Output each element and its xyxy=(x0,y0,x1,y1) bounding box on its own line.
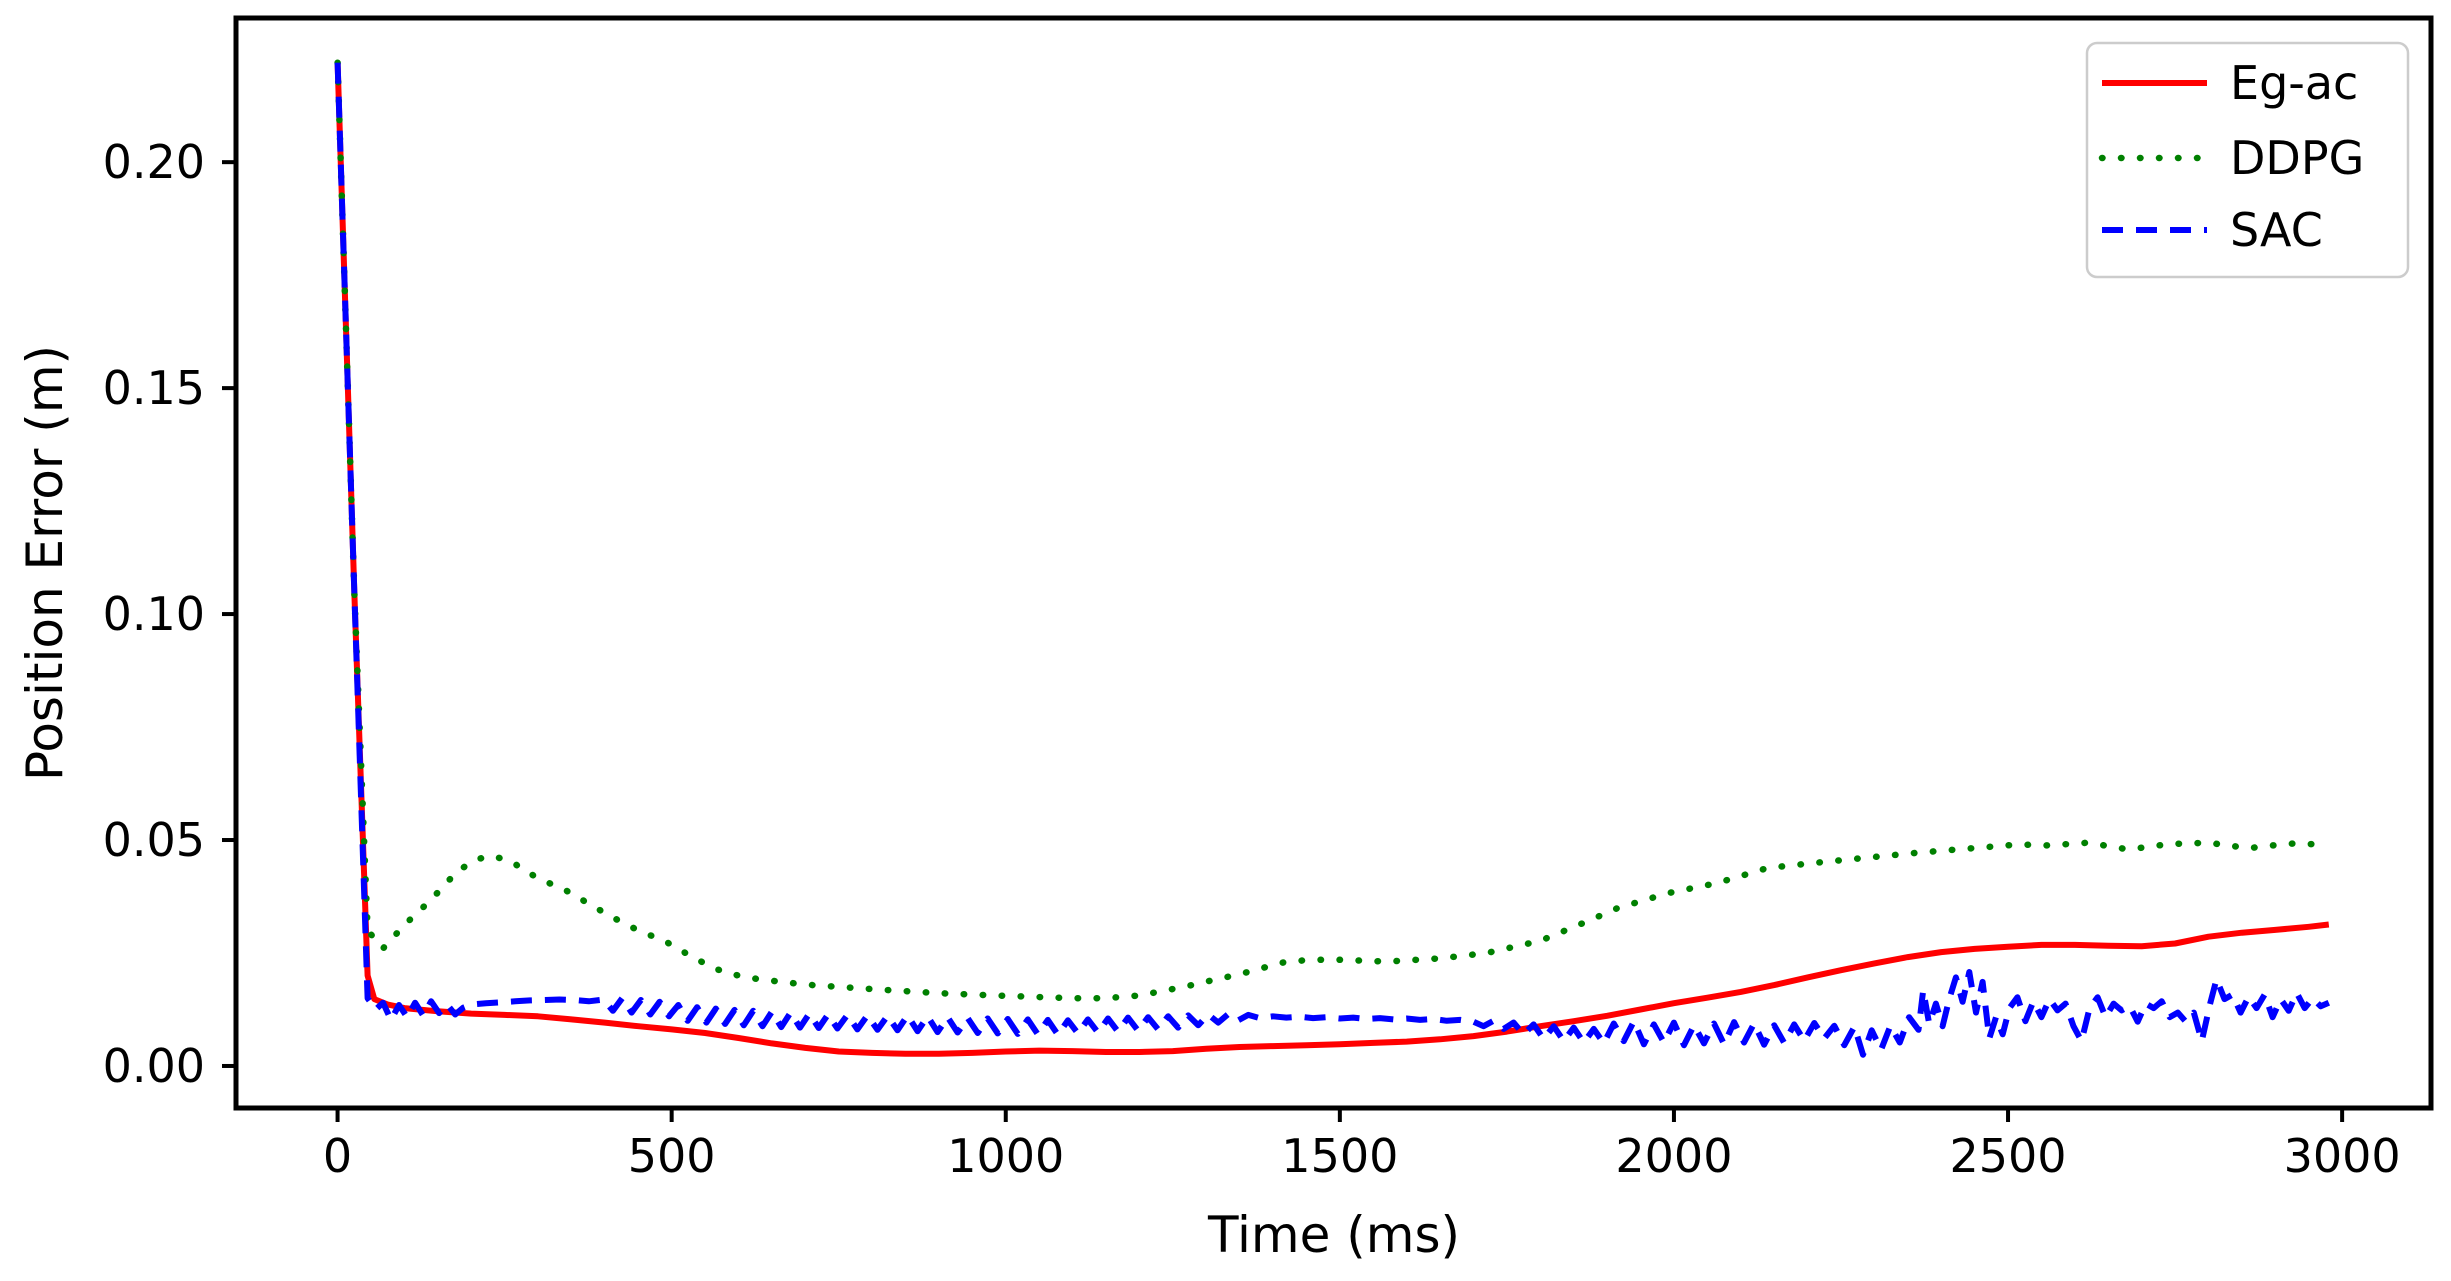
y-tick-label: 0.05 xyxy=(103,813,205,867)
x-tick-label: 3000 xyxy=(2284,1129,2401,1183)
x-tick-label: 500 xyxy=(628,1129,716,1183)
series-lines xyxy=(334,59,2333,1058)
series-line-sac xyxy=(334,62,2331,1058)
legend-label-eg-ac: Eg-ac xyxy=(2230,56,2358,110)
y-axis-label: Position Error (m) xyxy=(16,345,74,781)
legend-label-sac: SAC xyxy=(2230,203,2323,257)
y-tick-label: 0.20 xyxy=(103,135,205,189)
x-tick-label: 2500 xyxy=(1949,1129,2066,1183)
legend-label-ddpg: DDPG xyxy=(2230,131,2364,185)
x-axis-label: Time (ms) xyxy=(1207,1206,1460,1264)
y-axis-ticks: 0.00 0.05 0.10 0.15 0.20 xyxy=(103,135,236,1093)
plot-border xyxy=(233,15,2434,1111)
y-tick-label: 0.10 xyxy=(103,587,205,641)
x-tick-label: 1500 xyxy=(1281,1129,1398,1183)
series-line-eg-ac xyxy=(334,62,2330,1057)
legend-box xyxy=(2085,41,2410,279)
legend: Eg-ac DDPG SAC xyxy=(2085,41,2410,279)
series-line-ddpg xyxy=(334,59,2333,1002)
x-tick-label: 0 xyxy=(323,1129,352,1183)
y-tick-label: 0.00 xyxy=(103,1039,205,1093)
x-tick-label: 1000 xyxy=(947,1129,1064,1183)
x-tick-label: 2000 xyxy=(1615,1129,1732,1183)
y-tick-label: 0.15 xyxy=(103,361,205,415)
x-axis-ticks: 0 500 1000 1500 2000 2500 3000 xyxy=(323,1108,2401,1183)
